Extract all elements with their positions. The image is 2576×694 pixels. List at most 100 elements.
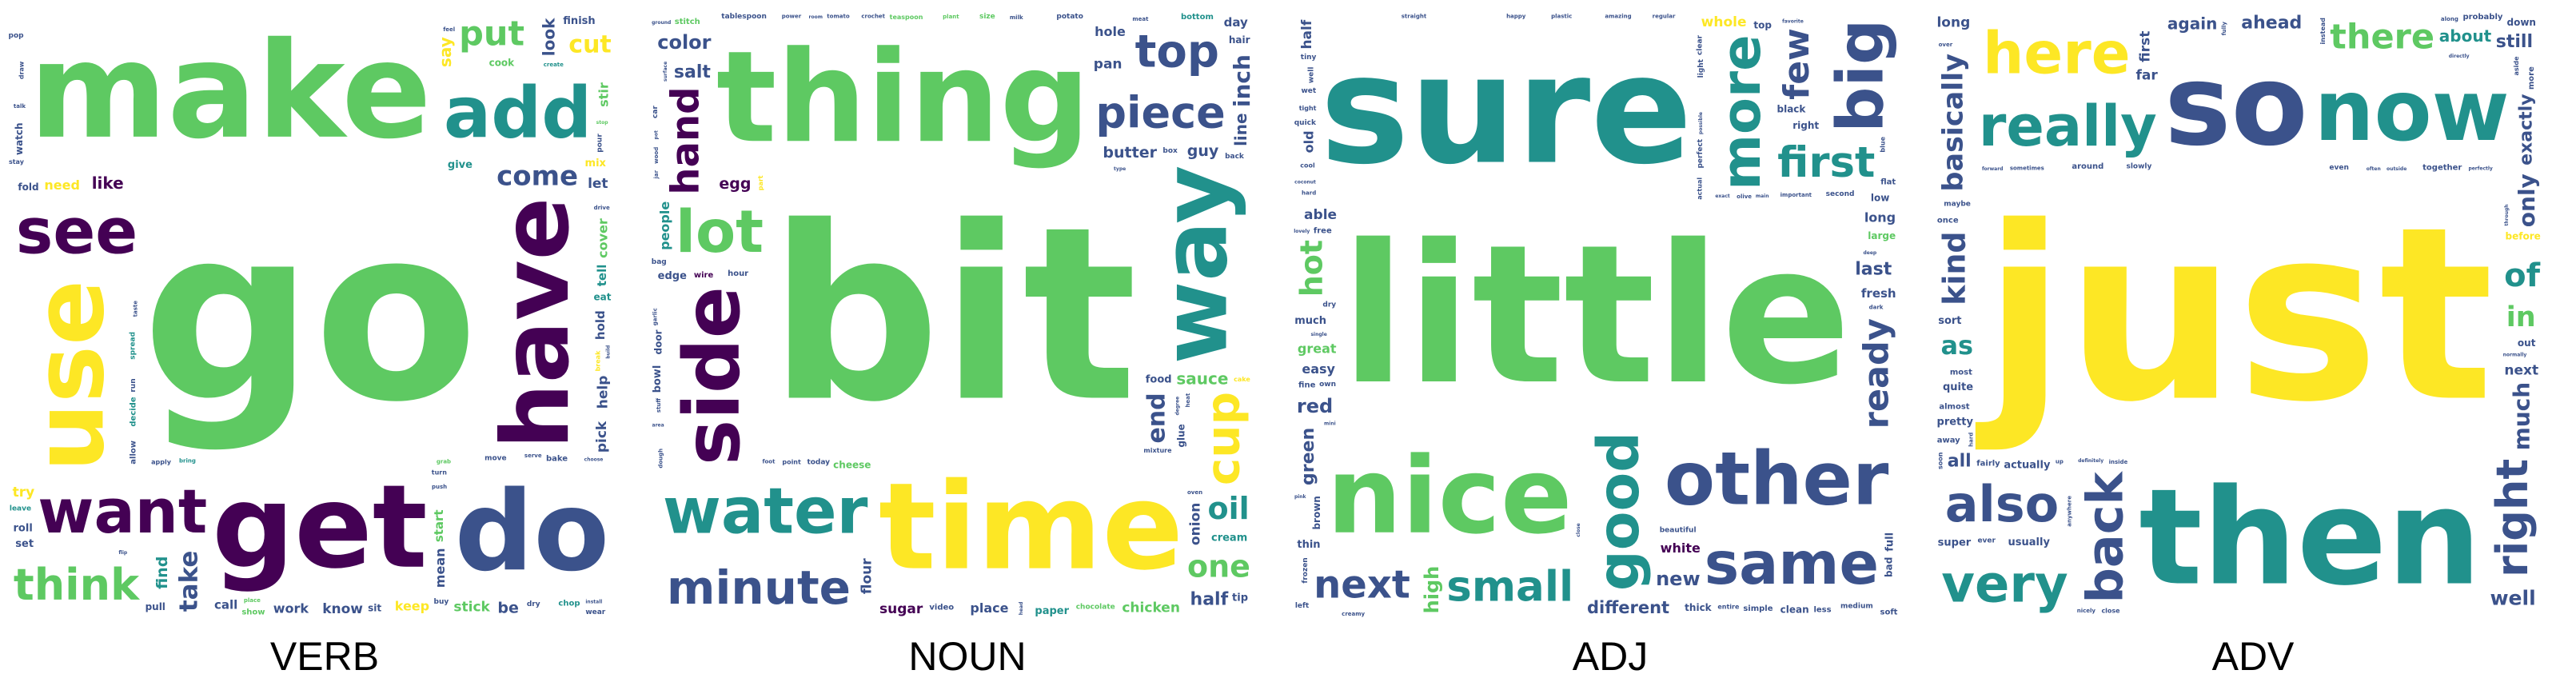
word-cool: cool: [1300, 162, 1315, 170]
word-much: much: [1294, 315, 1326, 327]
word-low: low: [1871, 192, 1889, 203]
word-food: food: [1146, 373, 1172, 385]
word-in: in: [2506, 301, 2536, 333]
word-top: top: [1135, 26, 1219, 78]
word-salt: salt: [674, 62, 711, 82]
word-bake: bake: [546, 455, 568, 464]
word-run: run: [130, 378, 138, 392]
word-before: before: [2506, 230, 2541, 241]
word-creamy: creamy: [1342, 611, 1365, 617]
word-power: power: [782, 14, 802, 20]
word-next: next: [1314, 563, 1410, 608]
word-edge: edge: [658, 270, 687, 282]
word-pour: pour: [596, 134, 604, 153]
word-know: know: [322, 601, 363, 617]
word-great: great: [1298, 341, 1337, 356]
word-today: today: [807, 459, 830, 467]
word-tomato: tomato: [827, 14, 850, 20]
word-black: black: [1777, 104, 1807, 115]
word-minute: minute: [667, 560, 851, 615]
word-cut: cut: [568, 31, 611, 59]
word-need: need: [44, 177, 80, 193]
word-take: take: [174, 551, 203, 612]
word-different: different: [1587, 598, 1669, 617]
word-pick: pick: [594, 421, 610, 453]
word-oven: oven: [1187, 489, 1202, 496]
word-bag: bag: [652, 258, 667, 266]
word-look: look: [539, 18, 558, 56]
word-green: green: [1298, 428, 1318, 485]
word-other: other: [1665, 436, 1889, 521]
word-bit: bit: [769, 176, 1138, 455]
word-head: head: [1019, 602, 1024, 616]
word-stop: stop: [596, 120, 609, 126]
word-full: full: [1884, 532, 1896, 552]
adv-panel: just so then now really back also here there righ…: [1935, 0, 2571, 694]
word-teaspoon: teaspoon: [890, 14, 923, 21]
word-fold: fold: [18, 181, 38, 193]
adj-caption: ADJ: [1572, 634, 1649, 679]
noun-panel: bit way thing time water side piece minute lot cu…: [649, 0, 1286, 694]
word-tiny: tiny: [1301, 54, 1317, 62]
word-lovely: lovely: [1294, 229, 1310, 234]
word-set: set: [15, 538, 34, 550]
word-fully: fully: [2221, 22, 2227, 36]
word-taste: taste: [132, 301, 138, 317]
word-bad: bad: [1883, 557, 1894, 577]
word-do: do: [455, 467, 610, 596]
word-instead: instead: [2319, 18, 2327, 45]
word-outside: outside: [2387, 166, 2407, 172]
word-line: line: [1231, 113, 1250, 146]
word-favorite: favorite: [1782, 19, 1804, 25]
verb-caption: VERB: [269, 634, 380, 679]
word-wear: wear: [585, 608, 605, 616]
word-paper: paper: [1035, 605, 1069, 617]
word-right: right: [1792, 120, 1819, 131]
word-white: white: [1661, 540, 1701, 556]
word-grab: grab: [437, 459, 451, 465]
word-few: few: [1776, 28, 1817, 100]
word-one: one: [1187, 548, 1250, 584]
word-exact: exact: [1715, 193, 1730, 199]
word-more: more: [2527, 66, 2536, 90]
word-quick: quick: [1294, 119, 1317, 127]
word-well: well: [2490, 587, 2535, 610]
word-sugar: sugar: [879, 601, 923, 617]
word-new: new: [1656, 568, 1701, 590]
word-back: back: [2076, 471, 2135, 604]
word-water: water: [663, 474, 868, 548]
word-side: side: [668, 286, 757, 465]
word-plastic: plastic: [1551, 13, 1572, 19]
word-pan: pan: [1094, 57, 1123, 73]
word-plant: plant: [943, 14, 959, 20]
word-cup: cup: [1196, 392, 1250, 485]
word-sit: sit: [368, 603, 381, 614]
word-here: here: [1983, 19, 2130, 86]
word-room: room: [808, 14, 822, 20]
word-let: let: [588, 176, 608, 192]
word-coconut: coconut: [1294, 180, 1316, 185]
word-ready: ready: [1857, 318, 1897, 429]
word-sometimes: sometimes: [2010, 166, 2044, 172]
word-turn: turn: [432, 469, 447, 477]
word-try: try: [13, 485, 35, 501]
word-point: point: [782, 458, 801, 465]
word-type: type: [1114, 166, 1126, 172]
word-cover: cover: [596, 218, 611, 258]
word-cheese: cheese: [833, 460, 871, 471]
word-able: able: [1304, 207, 1337, 223]
word-tell: tell: [595, 265, 609, 287]
word-hard: hard: [1968, 433, 1974, 447]
word-big: big: [1824, 19, 1898, 133]
word-build: build: [606, 345, 612, 359]
word-drive: drive: [594, 205, 610, 211]
word-hold: hold: [593, 310, 608, 340]
word-far: far: [2136, 67, 2159, 83]
word-definitely: definitely: [2078, 458, 2103, 464]
word-clean: clean: [1780, 604, 1809, 616]
word-break: break: [594, 350, 601, 371]
word-dry: dry: [527, 600, 540, 608]
